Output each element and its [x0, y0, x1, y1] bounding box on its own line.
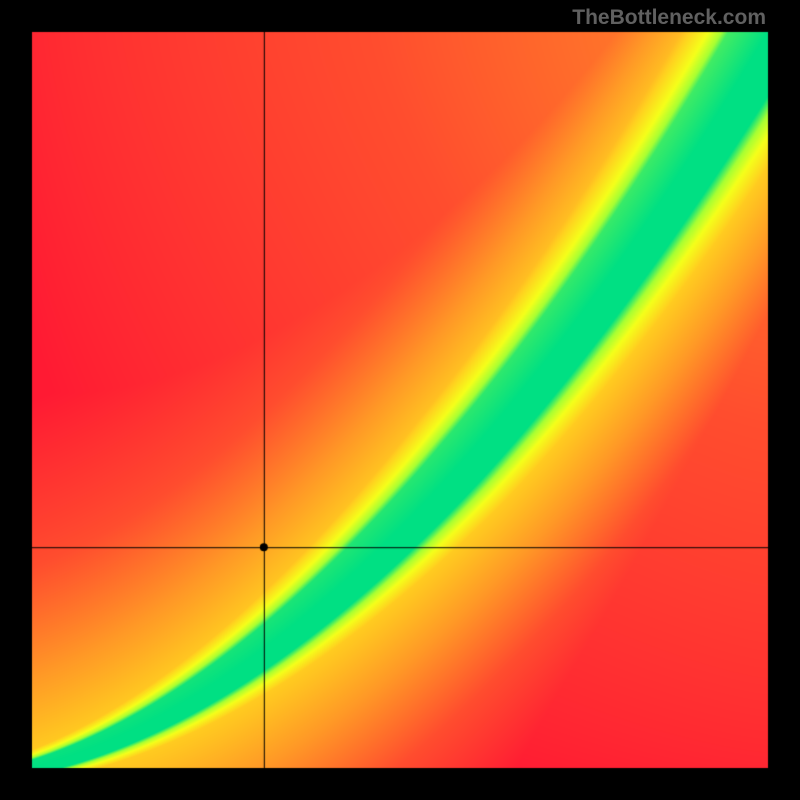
bottleneck-heatmap: [0, 0, 800, 800]
chart-container: TheBottleneck.com: [0, 0, 800, 800]
watermark-text: TheBottleneck.com: [572, 6, 766, 30]
